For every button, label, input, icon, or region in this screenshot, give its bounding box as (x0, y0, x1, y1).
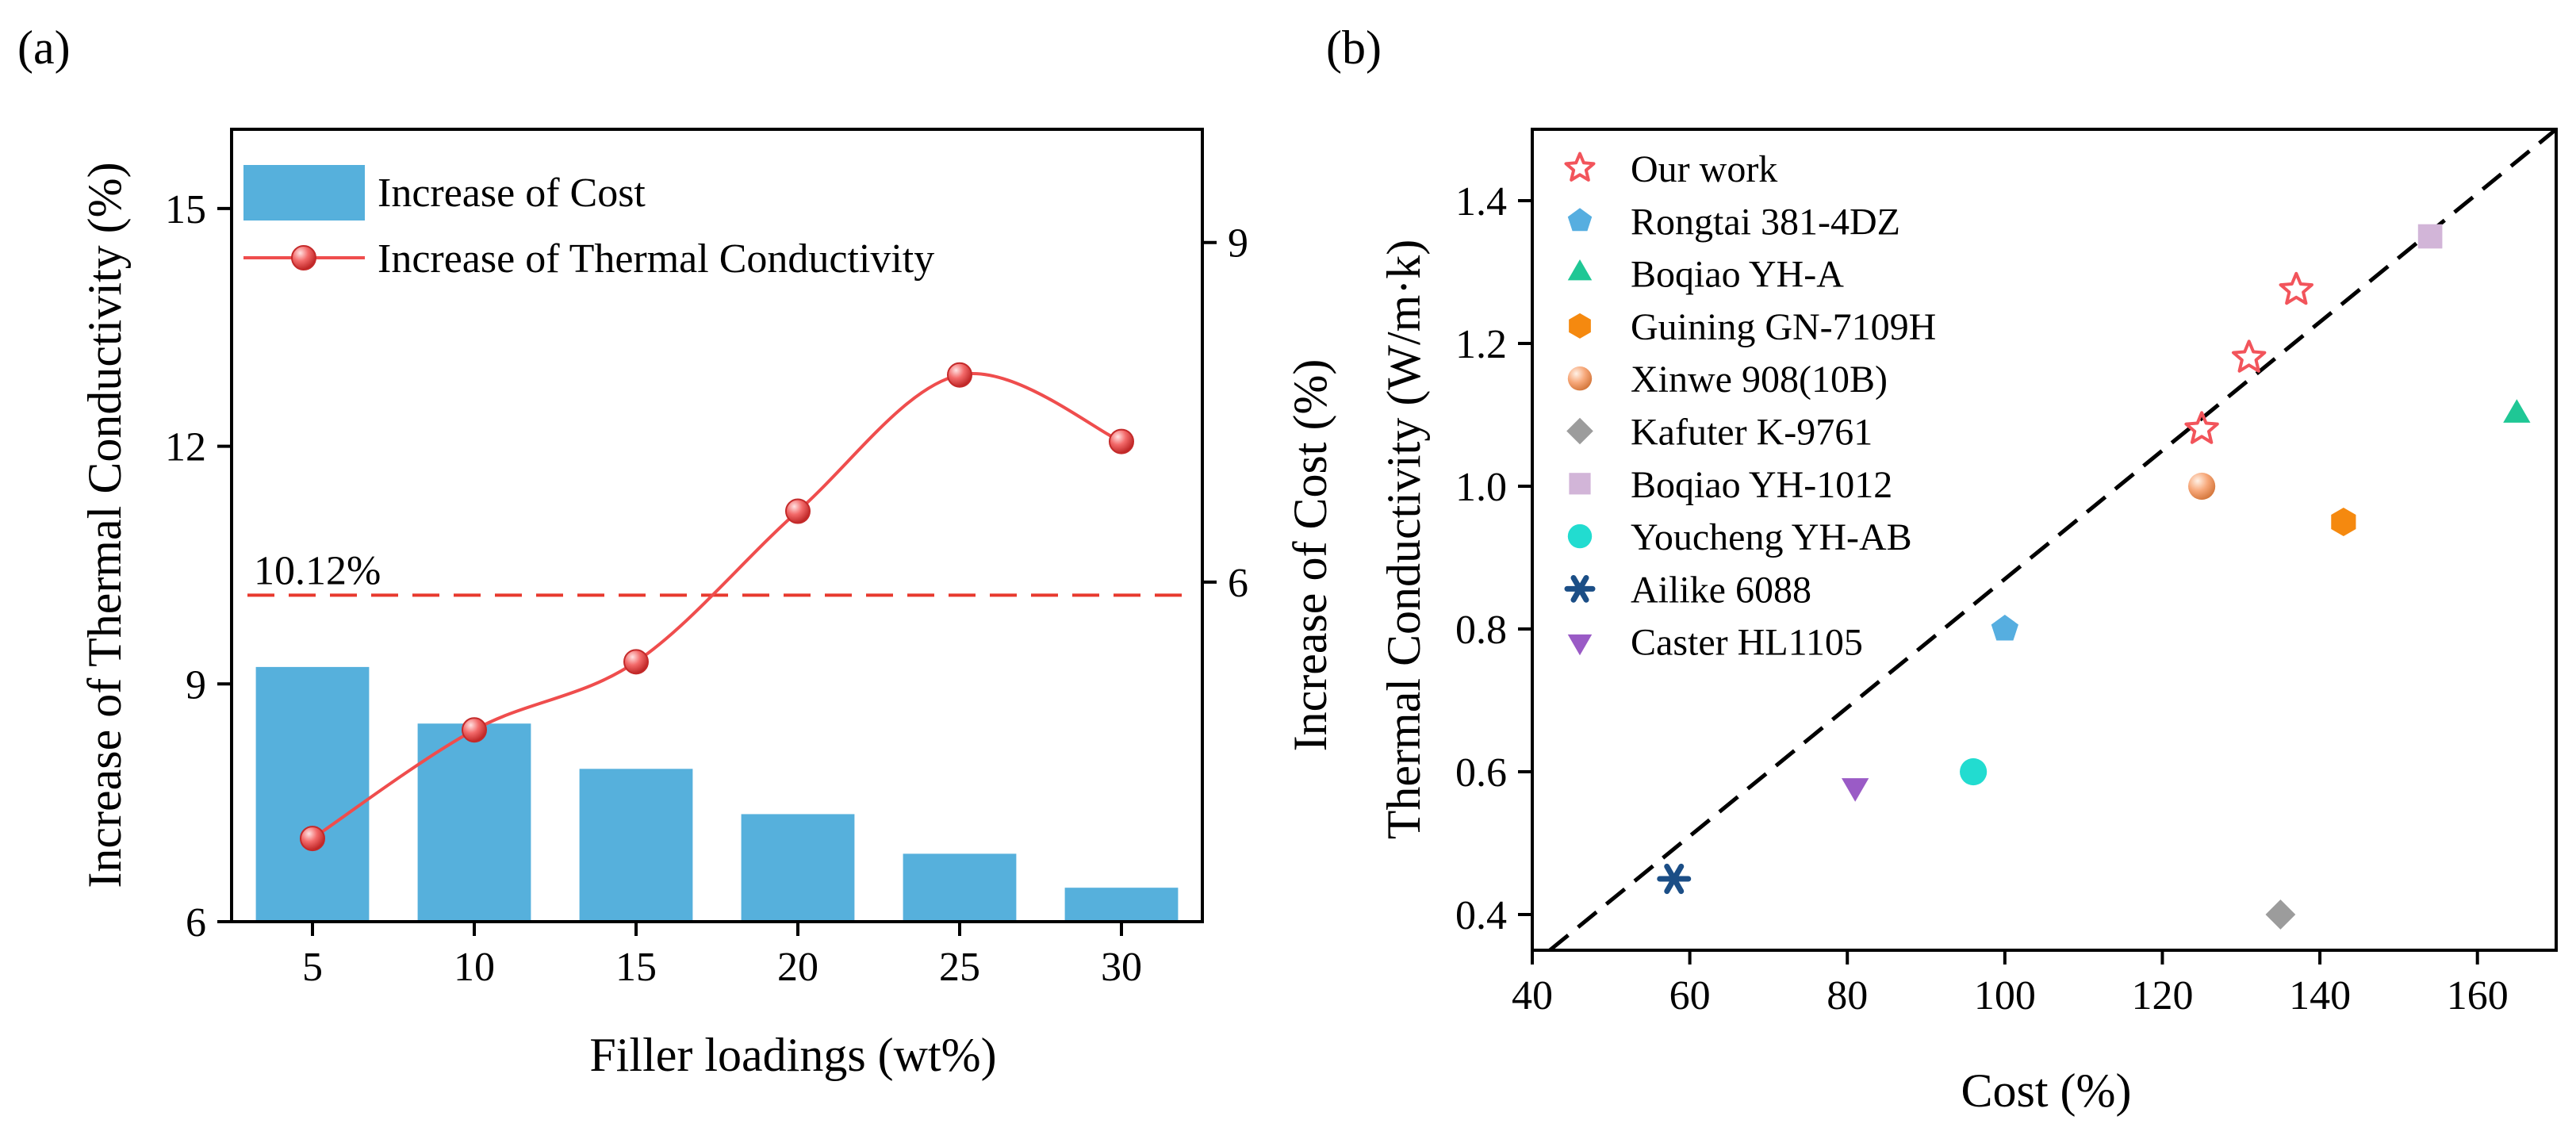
legend-marker-kafuter-k-9761 (1566, 417, 1593, 445)
cost-bar-30 (1064, 888, 1179, 922)
y-axis-title-b: Thermal Conductivity (W/m·k) (1378, 240, 1430, 839)
point-our-work-1 (2232, 339, 2267, 373)
y-tick-label-b-1.2: 1.2 (1455, 322, 1507, 367)
x-tick-label-a-25: 25 (939, 945, 980, 990)
point-xinwe-908-10b--0 (2188, 472, 2216, 500)
panel-b-label: (b) (1326, 21, 1382, 74)
y-tick-label-left-12: 12 (165, 425, 206, 470)
thermal-point-25 (947, 362, 972, 388)
legend-label-our-work: Our work (1631, 148, 1777, 190)
point-kafuter-k-9761-0 (2265, 899, 2296, 930)
legend-marker-ailike-6088 (1564, 575, 1596, 603)
y-axis-title-right: Increase of Cost (%) (1284, 359, 1336, 752)
legend-marker-xinwe-908-10b- (1567, 366, 1593, 391)
legend-marker-caster-hl1105 (1567, 634, 1593, 656)
point-guining-gn-7109h-0 (2331, 508, 2356, 536)
y-tick-label-b-0.6: 0.6 (1455, 750, 1507, 796)
panel-b: (b) Our work Rongtai 381-4DZ Boqiao YH-A Gu… (1326, 21, 2558, 1117)
cost-bar-5 (255, 666, 370, 922)
x-tick-label-b-80: 80 (1827, 973, 1868, 1018)
legend-marker-guining-gn-7109h (1569, 313, 1591, 339)
legend-label-boqiao-yh-a: Boqiao YH-A (1631, 254, 1844, 296)
thermal-point-15 (623, 649, 649, 675)
point-boqiao-yh-1012-0 (2417, 224, 2443, 249)
plot-frame-b (1531, 128, 2558, 952)
x-tick-label-b-120: 120 (2131, 973, 2193, 1018)
legend-label-xinwe-908-10b-: Xinwe 908(10B) (1631, 359, 1888, 401)
x-axis-title-a: Filler loadings (wt%) (589, 1029, 996, 1081)
legend-line-marker (291, 245, 316, 270)
legend-label-ailike-6088: Ailike 6088 (1631, 569, 1811, 611)
legend-marker-our-work (1564, 151, 1596, 182)
legend-marker-boqiao-yh-a (1567, 259, 1593, 281)
legend-marker-youcheng-yh-ab (1567, 523, 1593, 549)
x-tick-label-a-5: 5 (302, 945, 323, 990)
thermal-point-30 (1109, 428, 1134, 454)
legend-marker-rongtai-381-4dz (1567, 208, 1593, 232)
cost-bar-15 (579, 769, 693, 922)
point-caster-hl1105-0 (1842, 778, 1869, 802)
thermal-point-5 (300, 826, 325, 852)
point-our-work-2 (2279, 271, 2313, 305)
point-our-work-0 (2184, 411, 2219, 444)
y-tick-label-right-9: 9 (1228, 221, 1248, 267)
legend-label-guining-gn-7109h: Guining GN-7109H (1631, 306, 1936, 348)
y-tick-label-b-1.0: 1.0 (1455, 465, 1507, 510)
y-tick-label-b-1.4: 1.4 (1455, 179, 1507, 224)
x-tick-label-a-10: 10 (454, 945, 495, 990)
x-tick-label-b-100: 100 (1974, 973, 2036, 1018)
x-tick-label-a-30: 30 (1101, 945, 1142, 990)
legend-bar-swatch (243, 165, 365, 221)
legend-label-boqiao-yh-1012: Boqiao YH-1012 (1631, 464, 1892, 506)
cost-bar-10 (417, 723, 531, 922)
point-youcheng-yh-ab-0 (1960, 757, 1988, 786)
panel-a-label: (a) (17, 21, 71, 74)
legend-label-kafuter-k-9761: Kafuter K-9761 (1631, 412, 1873, 454)
y-tick-label-right-6: 6 (1228, 561, 1248, 606)
point-ailike-6088-0 (1657, 863, 1692, 895)
x-axis-title-b: Cost (%) (1961, 1064, 2132, 1117)
x-tick-label-b-140: 140 (2289, 973, 2351, 1018)
x-tick-label-b-160: 160 (2447, 973, 2509, 1018)
y-axis-title-left: Increase of Thermal Conductivity (%) (79, 162, 131, 888)
reference-line-label: 10.12% (254, 548, 381, 593)
legend-label-rongtai-381-4dz: Rongtai 381-4DZ (1631, 201, 1900, 243)
y-tick-label-left-6: 6 (186, 900, 206, 945)
plot-frame-a (230, 128, 1204, 923)
x-tick-label-a-15: 15 (615, 945, 657, 990)
cost-bar-20 (741, 814, 855, 922)
point-boqiao-yh-a-0 (2503, 399, 2531, 423)
x-tick-label-b-40: 40 (1512, 973, 1553, 1018)
legend-label-youcheng-yh-ab: Youcheng YH-AB (1631, 516, 1912, 558)
x-tick-label-b-60: 60 (1669, 973, 1711, 1018)
thermal-point-20 (785, 498, 811, 524)
legend-cost-label: Increase of Cost (378, 171, 646, 216)
panel-a: (a) 10.12% Increase of Cost Increase of … (17, 21, 1336, 1081)
legend-thermal-label: Increase of Thermal Conductivity (378, 236, 934, 282)
cost-bar-25 (903, 853, 1017, 922)
y-tick-label-b-0.4: 0.4 (1455, 893, 1507, 938)
x-tick-label-a-20: 20 (777, 945, 818, 990)
thermal-point-10 (462, 717, 487, 743)
y-tick-label-left-9: 9 (186, 662, 206, 708)
y-tick-label-left-15: 15 (165, 187, 206, 232)
y-tick-label-b-0.8: 0.8 (1455, 608, 1507, 653)
thermal-conductivity-line (311, 372, 1122, 840)
point-rongtai-381-4dz-0 (1991, 615, 2018, 641)
legend-label-caster-hl1105: Caster HL1105 (1631, 622, 1863, 664)
legend-marker-boqiao-yh-1012 (1569, 473, 1591, 495)
